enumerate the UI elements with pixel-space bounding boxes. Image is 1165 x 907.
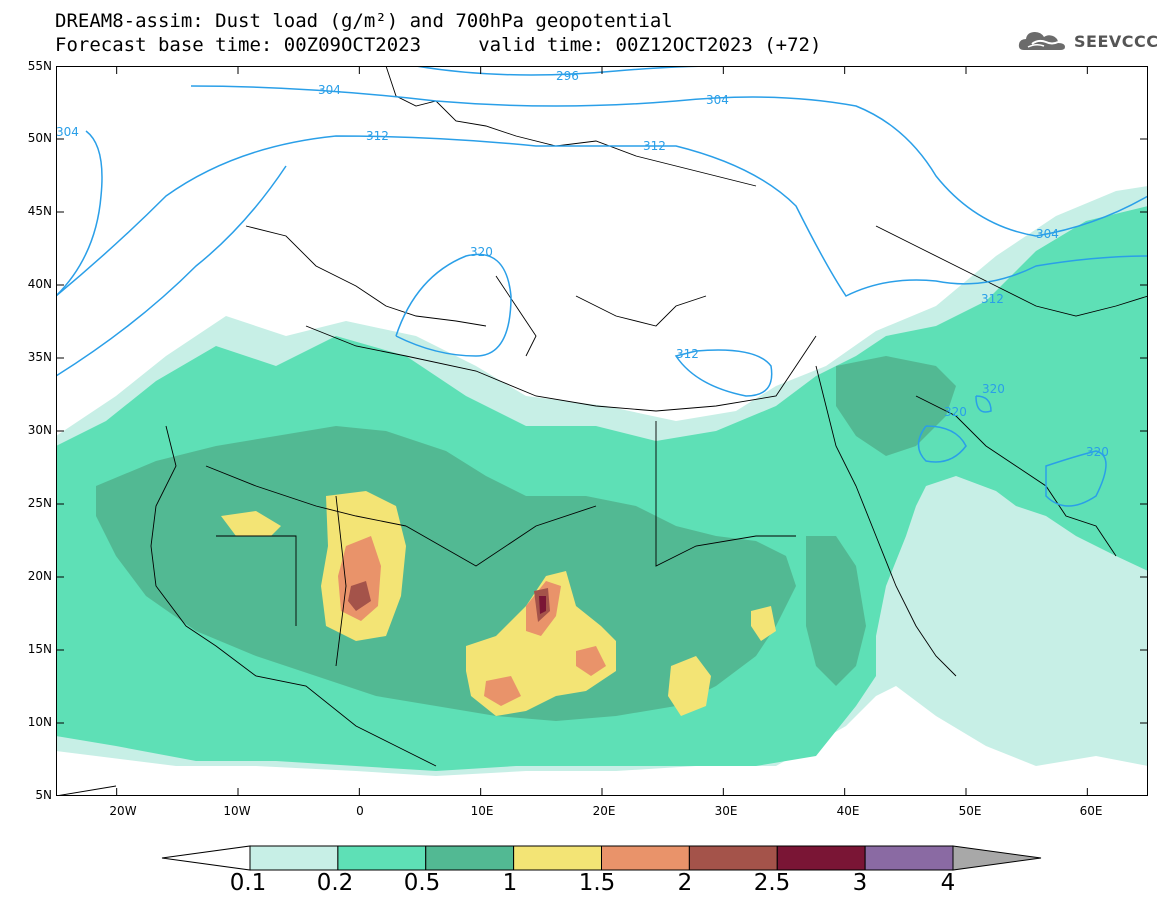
contour-label: 320 xyxy=(982,382,1005,396)
colorbar-box xyxy=(513,845,602,871)
dust-region-0.5 xyxy=(96,426,796,721)
dust-region-2-a xyxy=(348,581,371,611)
seevccc-logo: SEEVCCC xyxy=(1018,28,1159,54)
geopotential-contours xyxy=(56,66,1148,507)
dust-region-0.5-redsea xyxy=(806,536,866,686)
colorbar-label: 0.1 xyxy=(229,870,267,896)
colorbar-box xyxy=(776,845,866,871)
lat-label: 30N xyxy=(27,423,52,437)
lat-label: 25N xyxy=(27,496,52,510)
lon-label: 10W xyxy=(223,804,251,818)
contour-label: 304 xyxy=(56,125,79,139)
lon-label: 30E xyxy=(714,804,738,818)
cloud-icon xyxy=(1018,32,1065,50)
dust-region-1.5-d xyxy=(484,676,521,706)
colorbar-box xyxy=(688,845,778,871)
dust-region-1-e xyxy=(751,606,776,641)
lon-label: 20E xyxy=(592,804,616,818)
colorbar-box xyxy=(601,845,690,871)
contour-label: 320 xyxy=(944,405,967,419)
dust-map: 296 304 304 304 312 312 312 312 320 320 … xyxy=(56,66,1148,796)
contour-label: 320 xyxy=(470,245,493,259)
colorbar-label: 2 xyxy=(677,870,693,896)
lat-label: 20N xyxy=(27,569,52,583)
lon-label: 40E xyxy=(836,804,860,818)
lon-label: 20W xyxy=(109,804,137,818)
contour-label: 304 xyxy=(318,83,341,97)
colorbar xyxy=(161,845,1042,871)
colorbar-label: 1.5 xyxy=(578,870,616,896)
colorbar-box xyxy=(864,845,954,871)
colorbar-label: 1 xyxy=(502,870,518,896)
contour-labels: 296 304 304 304 312 312 312 312 320 320 … xyxy=(56,69,1109,459)
colorbar-box xyxy=(337,845,427,871)
lat-label: 15N xyxy=(27,642,52,656)
coastlines xyxy=(56,66,1148,796)
colorbar-label: 2.5 xyxy=(753,870,791,896)
lat-label: 5N xyxy=(35,788,52,802)
lon-label: 50E xyxy=(958,804,982,818)
lat-label: 10N xyxy=(27,715,52,729)
contour-label: 320 xyxy=(1086,445,1109,459)
lon-label: 0 xyxy=(356,804,364,818)
dust-region-0.5-arabia xyxy=(836,356,956,456)
contour-label: 312 xyxy=(676,347,699,361)
lat-label: 45N xyxy=(27,204,52,218)
logo-text: SEEVCCC xyxy=(1074,31,1159,51)
lat-label: 35N xyxy=(27,350,52,364)
contour-label: 304 xyxy=(1036,227,1059,241)
contour-label: 312 xyxy=(366,129,389,143)
dust-region-1.5-c xyxy=(576,646,606,676)
lat-label: 55N xyxy=(27,59,52,73)
contour-label: 312 xyxy=(981,292,1004,306)
colorbar-left-arrow xyxy=(161,845,251,871)
dust-region-1-c xyxy=(668,656,711,716)
lon-label: 10E xyxy=(470,804,494,818)
contour-label: 296 xyxy=(556,69,579,83)
colorbar-right-arrow xyxy=(952,845,1042,871)
colorbar-label: 0.2 xyxy=(316,870,354,896)
lat-label: 50N xyxy=(27,131,52,145)
colorbar-box xyxy=(425,845,515,871)
chart-title-line2: Forecast base time: 00Z09OCT2023 valid t… xyxy=(55,34,822,56)
colorbar-box xyxy=(249,845,339,871)
contour-label: 304 xyxy=(706,93,729,107)
contour-label: 312 xyxy=(643,139,666,153)
lat-label: 40N xyxy=(27,277,52,291)
lon-label: 60E xyxy=(1079,804,1103,818)
chart-title-line1: DREAM8-assim: Dust load (g/m²) and 700hP… xyxy=(55,10,673,32)
dust-region-1-d xyxy=(221,511,281,536)
colorbar-label: 0.5 xyxy=(403,870,441,896)
colorbar-label: 4 xyxy=(940,870,956,896)
axis-ticks xyxy=(56,66,1148,796)
colorbar-label: 3 xyxy=(852,870,868,896)
dust-region-2.5 xyxy=(539,596,546,614)
